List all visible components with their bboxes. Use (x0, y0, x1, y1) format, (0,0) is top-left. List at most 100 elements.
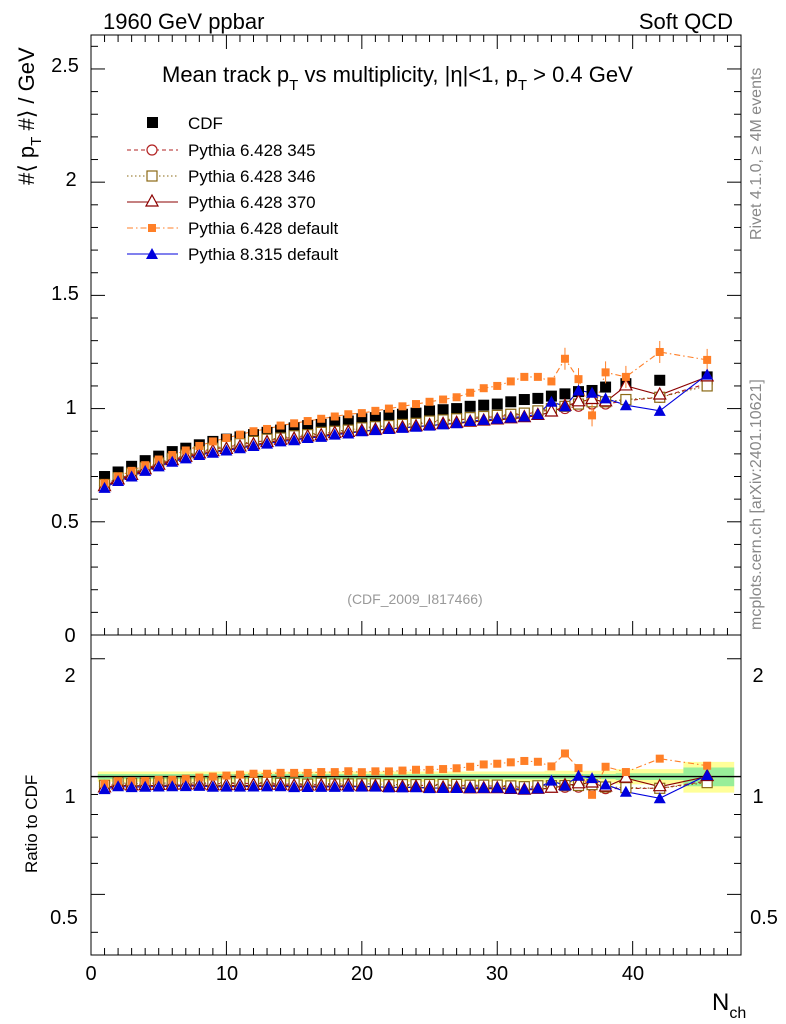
point-pythia8-default (518, 410, 531, 422)
ratio-point-pythia8-default (619, 785, 632, 797)
ratio-point-pythia8-default (437, 782, 450, 794)
point-pythia8-default (179, 452, 192, 464)
point-pythia6-default (412, 400, 420, 409)
point-cdf (478, 399, 490, 411)
point-pythia8-default (504, 411, 517, 423)
point-cdf (654, 374, 666, 386)
ratio-point-pythia6-default (330, 768, 339, 777)
ratio-point-pythia6-default (560, 749, 569, 758)
ratio-tick-left-2: 2 (64, 665, 75, 687)
point-pythia8-default (701, 368, 714, 380)
ratio-point-pythia6-default (412, 765, 420, 774)
ratio-point-pythia8-default (355, 780, 368, 792)
point-pythia8-default (152, 460, 165, 472)
ratio-point-pythia8-default (112, 780, 125, 792)
ratio-point-pythia6-default (357, 768, 366, 777)
point-pythia8-default (545, 395, 558, 407)
point-pythia8-default (288, 434, 301, 446)
ratio-tick-left-1: 1 (64, 786, 75, 808)
legend-entry-pythia6-346: Pythia 6.428 346 (127, 167, 316, 186)
point-pythia8-default (112, 475, 125, 487)
ratio-point-pythia8-default (288, 781, 301, 793)
analysis-id: (CDF_2009_I817466) (347, 591, 482, 607)
point-pythia6-default (154, 455, 163, 464)
ratio-point-pythia6-default (655, 754, 664, 763)
legend-entry-pythia8-default: Pythia 8.315 default (127, 245, 339, 264)
ratio-series (97, 749, 715, 804)
point-pythia8-default (247, 439, 260, 451)
ratio-point-pythia8-default (464, 781, 477, 793)
point-pythia6-default (439, 395, 448, 404)
legend-marker-pythia6-346 (146, 170, 158, 182)
ratio-point-pythia8-default (152, 780, 165, 792)
legend-entry-pythia6-default: Pythia 6.428 default (127, 219, 339, 238)
ratio-point-pythia8-default (531, 782, 544, 794)
point-pythia6-default (249, 427, 258, 436)
point-pythia6-default (317, 414, 326, 423)
ratio-point-pythia6-default (303, 768, 312, 777)
ratio-point-pythia6-default (249, 769, 258, 778)
point-pythia8-default (206, 446, 219, 458)
point-pythia6-default (222, 434, 231, 443)
x-tick-label-20: 20 (351, 963, 373, 985)
point-pythia8-default (410, 420, 422, 432)
point-pythia8-default (301, 432, 314, 444)
ratio-point-pythia6-default (439, 765, 448, 774)
ratio-point-pythia6-default (154, 775, 163, 784)
ratio-point-pythia6-default (588, 790, 597, 799)
point-pythia8-default (382, 422, 395, 434)
point-cdf (342, 415, 354, 427)
ratio-point-pythia8-default (518, 783, 531, 795)
header-energy: 1960 GeV ppbar (103, 9, 264, 34)
point-pythia6-default (235, 430, 244, 439)
ratio-point-pythia6-default (384, 767, 393, 776)
x-tick-label-0: 0 (85, 963, 96, 985)
point-pythia6-default (655, 347, 664, 356)
point-cdf (288, 422, 300, 434)
ratio-point-pythia8-default (315, 780, 328, 792)
point-cdf (410, 407, 422, 419)
ratio-point-pythia6-370 (571, 775, 586, 789)
legend-label-cdf: CDF (188, 114, 223, 133)
point-pythia8-default (220, 444, 233, 456)
point-pythia6-default (479, 384, 488, 393)
point-cdf (383, 409, 395, 421)
ratio-point-pythia8-default (233, 780, 246, 792)
legend-entry-pythia6-345: Pythia 6.428 345 (127, 141, 316, 160)
mcplots-label: mcplots.cern.ch [arXiv:2401.10621] (748, 379, 765, 630)
legend-marker-pythia8-default (146, 248, 158, 259)
point-pythia6-default (290, 419, 299, 428)
point-cdf (600, 381, 612, 393)
series-line-pythia6-346 (104, 385, 708, 485)
ratio-point-pythia6-default (533, 757, 542, 766)
legend-label-pythia6-370: Pythia 6.428 370 (188, 193, 316, 212)
ratio-tick-right-0.5: 0.5 (750, 907, 778, 929)
ratio-point-pythia8-default (599, 778, 612, 790)
ratio-tick-right-2: 2 (752, 665, 763, 687)
point-pythia6-default (181, 446, 190, 455)
ratio-point-pythia8-default (382, 781, 395, 793)
legend: CDF Pythia 6.428 345 Pythia 6.428 346 Py… (127, 114, 339, 264)
ratio-point-pythia6-default (452, 764, 461, 773)
ratio-point-pythia6-default (703, 761, 712, 770)
ratio-point-pythia8-default (369, 780, 382, 792)
ratio-point-pythia6-370 (652, 778, 667, 792)
y-tick-label-0.5: 0.5 (51, 511, 79, 533)
y-tick-label-0: 0 (64, 625, 75, 647)
y-tick-label-1.5: 1.5 (51, 283, 79, 305)
point-pythia8-default (261, 437, 274, 449)
ratio-point-pythia6-default (222, 771, 231, 780)
point-pythia8-default (653, 404, 666, 416)
point-pythia8-default (491, 412, 504, 424)
point-pythia8-default (139, 464, 152, 476)
point-pythia8-default (572, 384, 585, 396)
ratio-tick-right-1: 1 (752, 786, 763, 808)
point-cdf (437, 404, 449, 416)
x-tick-label-40: 40 (622, 963, 644, 985)
y-tick-label-2.5: 2.5 (51, 55, 79, 77)
x-tick-label-10: 10 (216, 963, 238, 985)
point-pythia6-default (357, 409, 366, 418)
point-pythia8-default (599, 392, 612, 404)
y-axis-label: #⟨ pT #⟩ / GeV (14, 47, 45, 185)
